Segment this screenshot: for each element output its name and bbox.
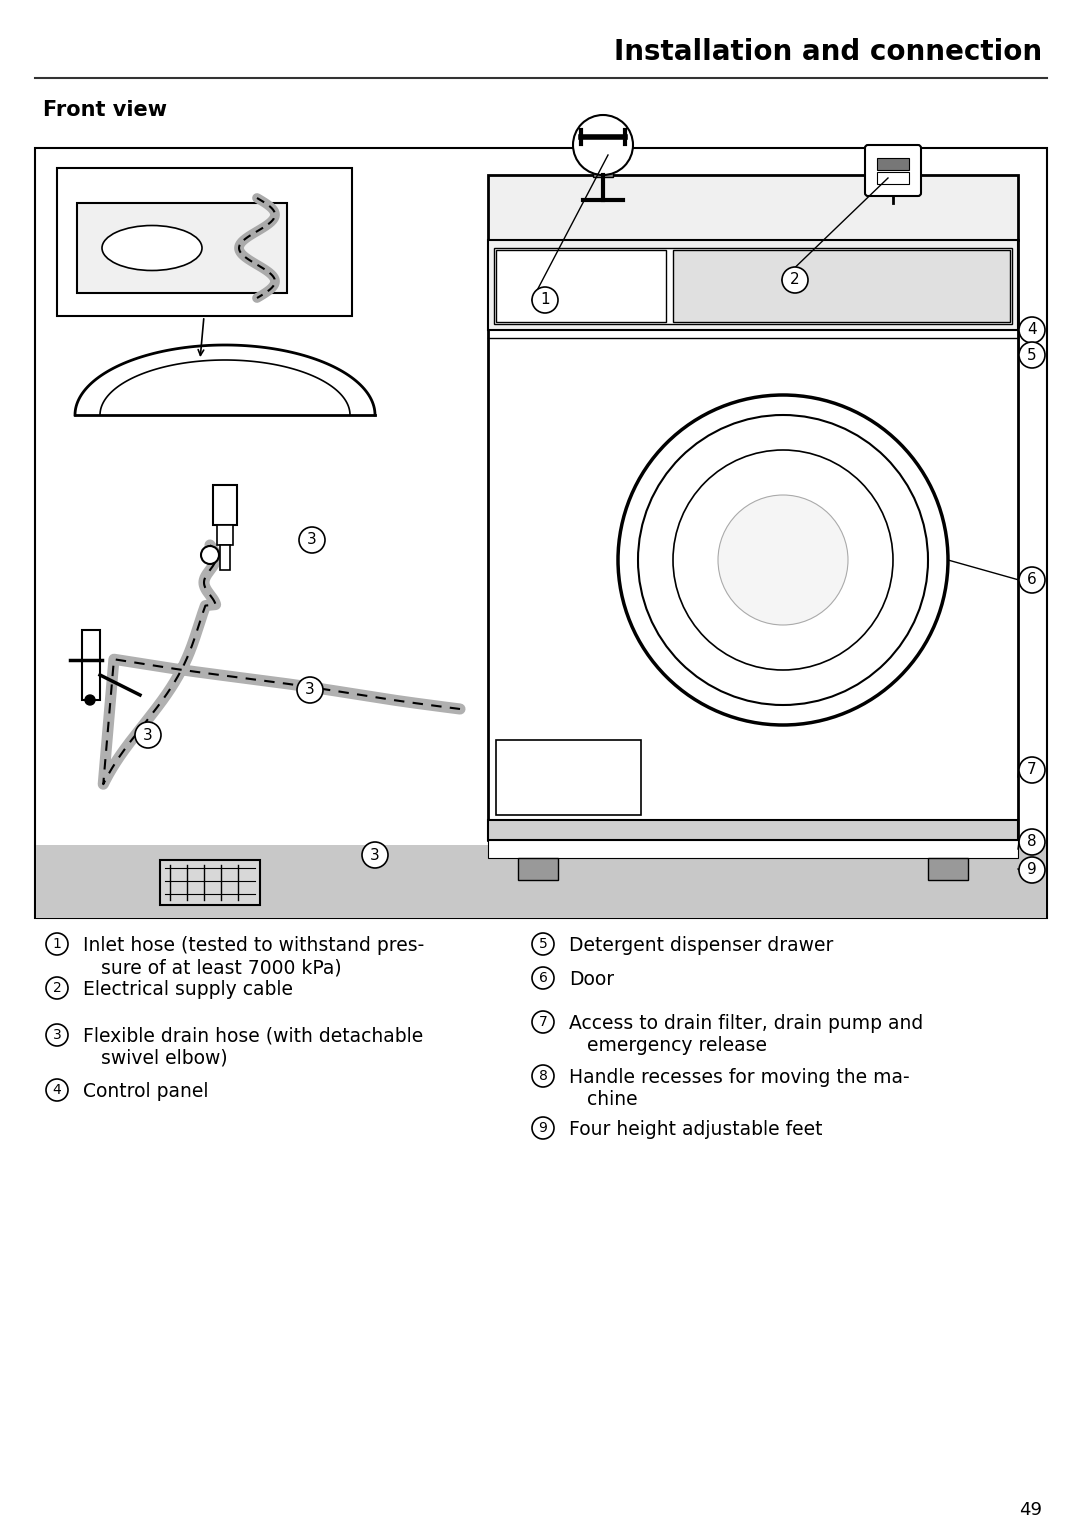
Text: Door: Door (569, 970, 615, 990)
Circle shape (638, 415, 928, 705)
Text: Detergent dispenser drawer: Detergent dispenser drawer (569, 936, 834, 954)
Circle shape (573, 115, 633, 175)
Text: 3: 3 (53, 1028, 62, 1042)
Bar (488, 840, 1018, 858)
Bar (488, 241, 1018, 329)
Bar (160, 859, 260, 905)
Bar (220, 545, 230, 570)
Bar (36, 846, 1047, 918)
Circle shape (362, 843, 388, 869)
Circle shape (46, 933, 68, 954)
Text: Flexible drain hose (with detachable: Flexible drain hose (with detachable (83, 1026, 423, 1046)
Text: sure of at least 7000 kPa): sure of at least 7000 kPa) (102, 958, 341, 977)
Text: 2: 2 (53, 980, 62, 994)
Circle shape (135, 722, 161, 748)
Circle shape (532, 933, 554, 954)
Text: 6: 6 (539, 971, 548, 985)
Text: 3: 3 (306, 682, 315, 697)
Text: 49: 49 (1020, 1501, 1042, 1520)
Text: emergency release: emergency release (588, 1036, 767, 1056)
FancyBboxPatch shape (865, 146, 921, 196)
Circle shape (299, 527, 325, 553)
Bar (496, 250, 666, 322)
Text: 3: 3 (144, 728, 153, 743)
Text: Handle recesses for moving the ma-: Handle recesses for moving the ma- (569, 1068, 909, 1088)
Circle shape (532, 1117, 554, 1138)
Circle shape (618, 395, 948, 725)
Text: 5: 5 (1027, 348, 1037, 363)
Circle shape (1020, 342, 1045, 368)
Text: 9: 9 (539, 1121, 548, 1135)
Bar (928, 858, 968, 879)
Bar (877, 158, 909, 170)
Text: swivel elbow): swivel elbow) (102, 1049, 228, 1068)
Bar (496, 740, 642, 815)
Bar (57, 169, 352, 316)
Text: 4: 4 (53, 1083, 62, 1097)
Text: 8: 8 (539, 1069, 548, 1083)
Circle shape (782, 267, 808, 293)
Circle shape (532, 967, 554, 990)
Bar (494, 248, 1012, 323)
Text: chine: chine (588, 1089, 637, 1109)
Bar (35, 149, 1047, 918)
Circle shape (532, 1011, 554, 1033)
Circle shape (532, 1065, 554, 1088)
Bar (77, 204, 287, 293)
Bar (593, 162, 613, 178)
Bar (217, 525, 233, 545)
Circle shape (532, 286, 558, 313)
Bar (488, 820, 1018, 840)
Text: 5: 5 (539, 938, 548, 951)
Bar (488, 175, 1018, 241)
Text: Installation and connection: Installation and connection (613, 38, 1042, 66)
Circle shape (46, 1023, 68, 1046)
Bar (488, 241, 1018, 840)
Text: Front view: Front view (43, 100, 167, 119)
Text: 3: 3 (307, 533, 316, 547)
Circle shape (85, 696, 95, 705)
Text: 2: 2 (791, 273, 800, 288)
Text: 3: 3 (370, 847, 380, 863)
Circle shape (1020, 757, 1045, 783)
Circle shape (673, 450, 893, 669)
Text: 8: 8 (1027, 835, 1037, 850)
Text: 1: 1 (540, 293, 550, 308)
Circle shape (1020, 567, 1045, 593)
Text: Electrical supply cable: Electrical supply cable (83, 980, 293, 999)
Text: 7: 7 (1027, 763, 1037, 778)
Circle shape (1020, 856, 1045, 882)
Text: 7: 7 (539, 1016, 548, 1030)
Circle shape (297, 677, 323, 703)
Text: 6: 6 (1027, 573, 1037, 587)
Text: 9: 9 (1027, 863, 1037, 878)
Ellipse shape (102, 225, 202, 271)
Circle shape (718, 495, 848, 625)
Text: Access to drain filter, drain pump and: Access to drain filter, drain pump and (569, 1014, 923, 1033)
Circle shape (1020, 317, 1045, 343)
Circle shape (46, 977, 68, 999)
Bar (82, 630, 100, 700)
Text: Four height adjustable feet: Four height adjustable feet (569, 1120, 823, 1138)
Bar (673, 250, 1010, 322)
Circle shape (201, 545, 219, 564)
Text: 1: 1 (53, 938, 62, 951)
Circle shape (1020, 829, 1045, 855)
Bar (518, 858, 558, 879)
Circle shape (46, 1079, 68, 1102)
Bar (213, 486, 237, 525)
Text: Inlet hose (tested to withstand pres-: Inlet hose (tested to withstand pres- (83, 936, 424, 954)
Bar (877, 172, 909, 184)
Text: 4: 4 (1027, 323, 1037, 337)
Text: Control panel: Control panel (83, 1082, 208, 1102)
